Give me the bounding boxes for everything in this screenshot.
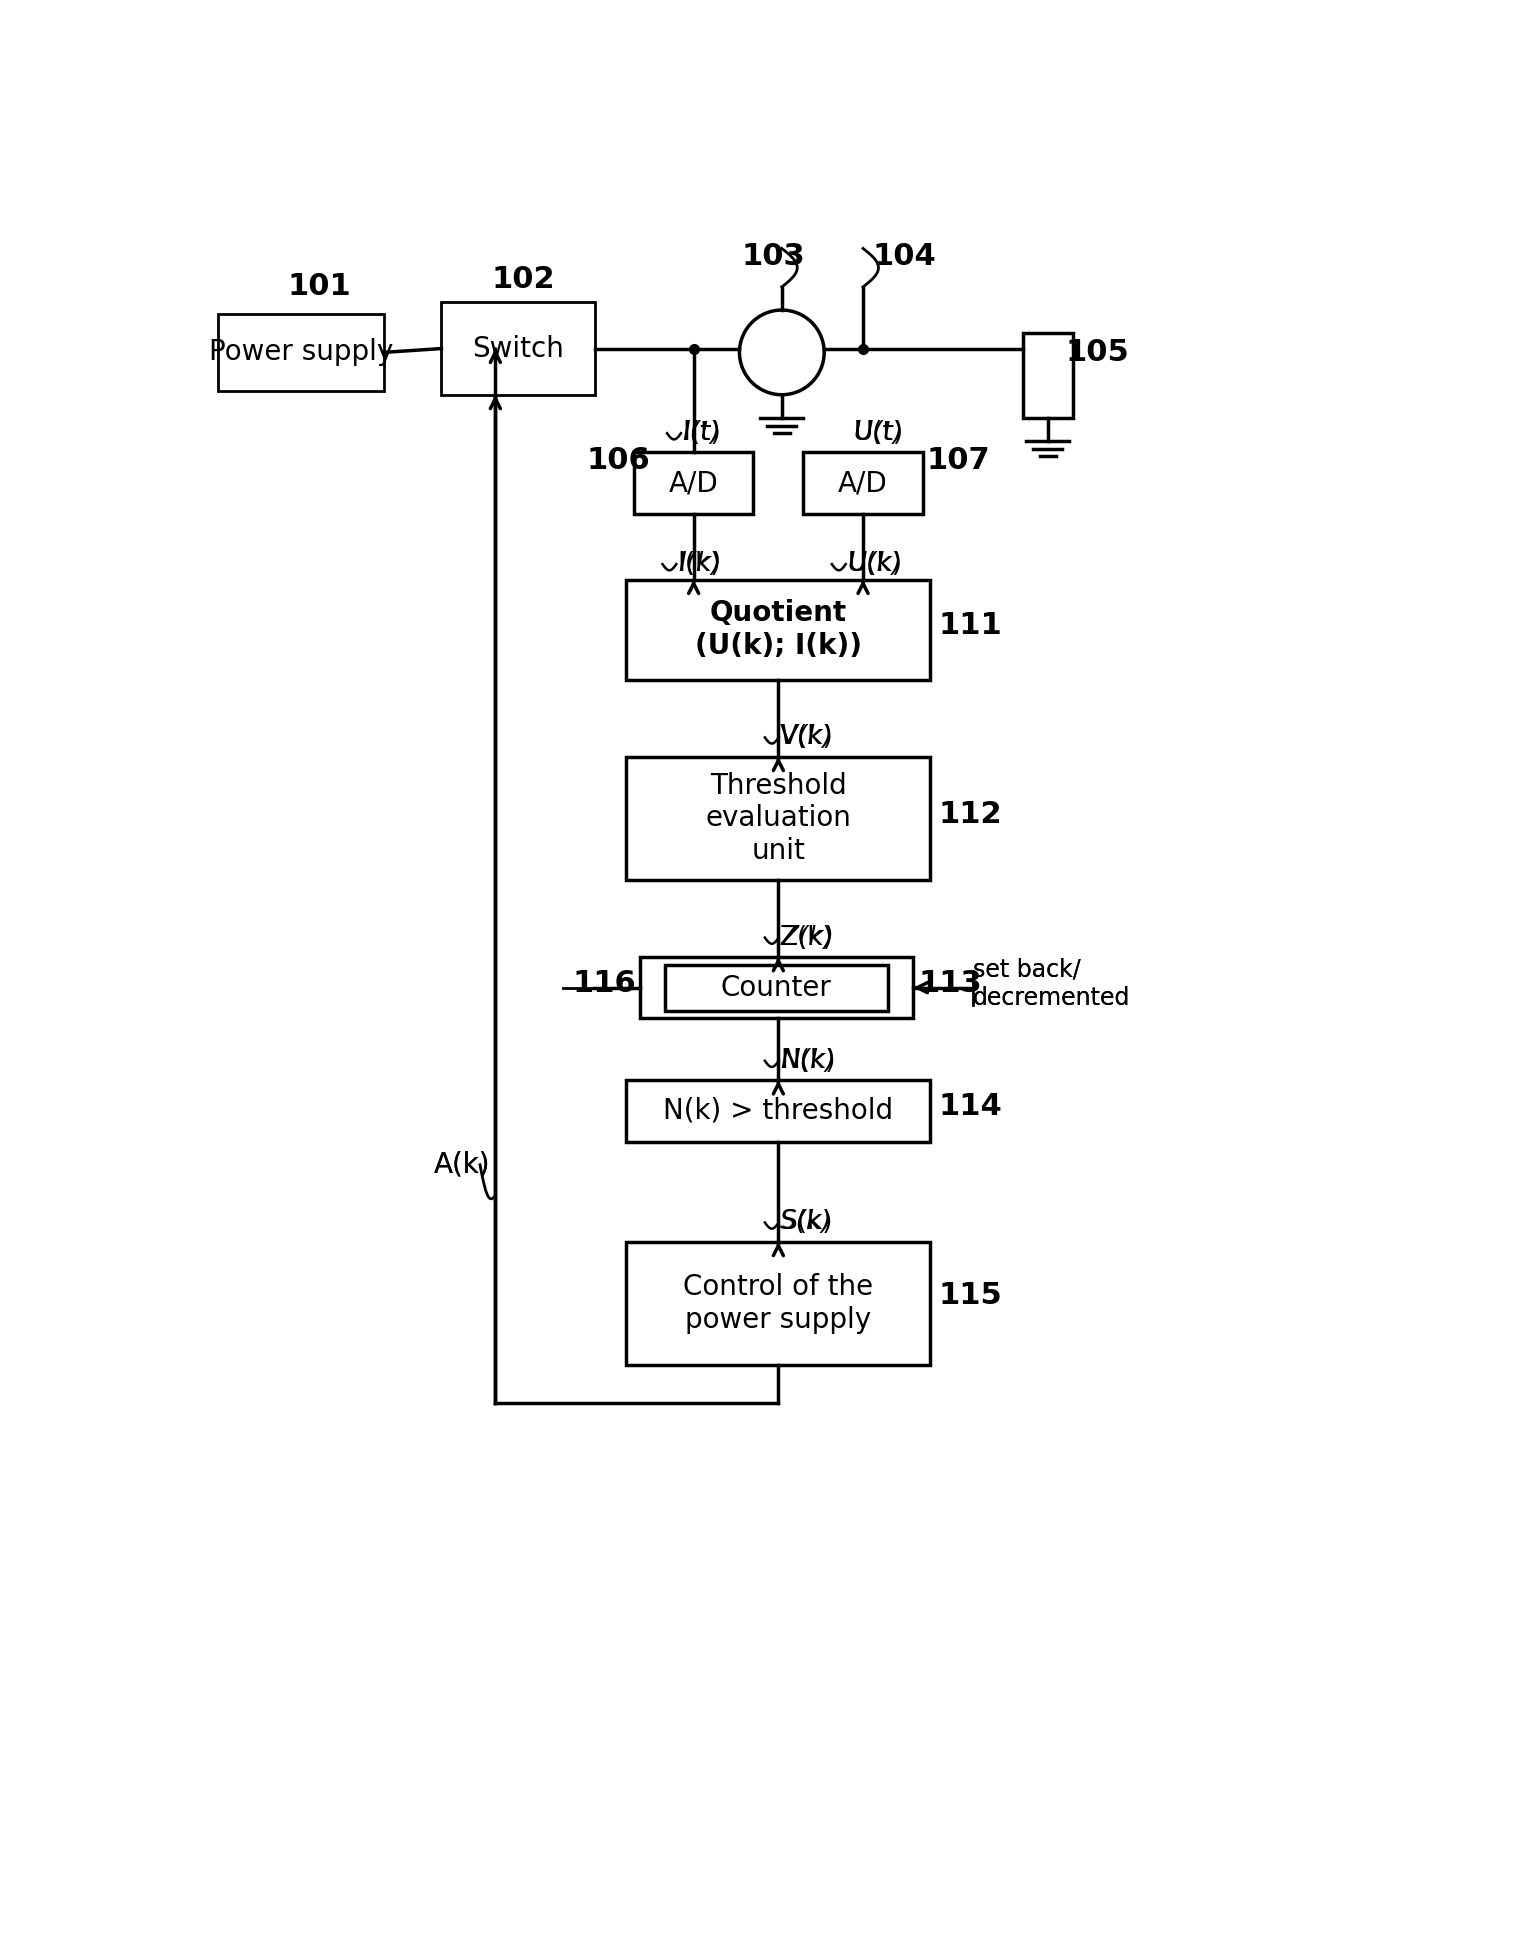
Text: A(k): A(k) xyxy=(435,1152,490,1179)
Text: 107: 107 xyxy=(927,447,990,474)
Text: U(t): U(t) xyxy=(854,419,904,447)
Text: I(k): I(k) xyxy=(678,552,722,577)
Bar xyxy=(803,452,923,515)
Text: 103: 103 xyxy=(742,241,805,270)
Text: Z(k): Z(k) xyxy=(780,924,834,950)
Text: set back/
decremented: set back/ decremented xyxy=(973,957,1131,1010)
Text: N(k) > threshold: N(k) > threshold xyxy=(664,1097,894,1124)
Text: I(t): I(t) xyxy=(682,419,721,447)
Bar xyxy=(626,1241,930,1365)
Text: 113: 113 xyxy=(920,969,982,998)
Text: 106: 106 xyxy=(586,447,650,474)
Bar xyxy=(1024,334,1073,418)
Bar xyxy=(442,303,595,394)
Bar xyxy=(219,315,384,390)
Text: N(k): N(k) xyxy=(780,1049,835,1074)
Bar xyxy=(626,579,930,680)
Text: U(k): U(k) xyxy=(848,552,903,577)
Text: A(k): A(k) xyxy=(435,1152,490,1179)
Text: S(k): S(k) xyxy=(780,1210,832,1235)
Text: 112: 112 xyxy=(938,800,1002,829)
Text: Switch: Switch xyxy=(473,334,565,363)
Text: V(k): V(k) xyxy=(780,724,834,750)
Text: Control of the
power supply: Control of the power supply xyxy=(684,1274,874,1334)
Text: 104: 104 xyxy=(872,241,936,270)
Text: 102: 102 xyxy=(491,264,555,293)
Text: 115: 115 xyxy=(938,1282,1002,1311)
Text: set back/
decremented: set back/ decremented xyxy=(973,957,1131,1010)
Text: A/D: A/D xyxy=(669,470,719,497)
Bar xyxy=(626,1080,930,1142)
Text: 111: 111 xyxy=(938,612,1002,641)
Text: 114: 114 xyxy=(938,1093,1002,1121)
Bar xyxy=(633,452,753,515)
Text: U(k): U(k) xyxy=(848,552,903,577)
Text: 105: 105 xyxy=(1065,338,1129,367)
Bar xyxy=(626,757,930,880)
Text: I(t): I(t) xyxy=(682,419,721,447)
Text: Power supply: Power supply xyxy=(208,338,393,367)
Text: N(k): N(k) xyxy=(780,1049,835,1074)
Bar xyxy=(640,957,913,1018)
Text: Quotient
(U(k); I(k)): Quotient (U(k); I(k)) xyxy=(695,600,861,660)
Text: U(t): U(t) xyxy=(854,419,904,447)
Text: Threshold
evaluation
unit: Threshold evaluation unit xyxy=(705,771,851,864)
Text: 116: 116 xyxy=(572,969,636,998)
Bar xyxy=(664,965,887,1010)
Text: I(k): I(k) xyxy=(678,552,721,577)
Text: Z(k): Z(k) xyxy=(780,924,834,950)
Text: 101: 101 xyxy=(288,272,352,301)
Text: Counter: Counter xyxy=(721,973,832,1002)
Text: V(k): V(k) xyxy=(780,724,834,750)
Text: A/D: A/D xyxy=(838,470,887,497)
Text: S(k): S(k) xyxy=(780,1210,832,1235)
